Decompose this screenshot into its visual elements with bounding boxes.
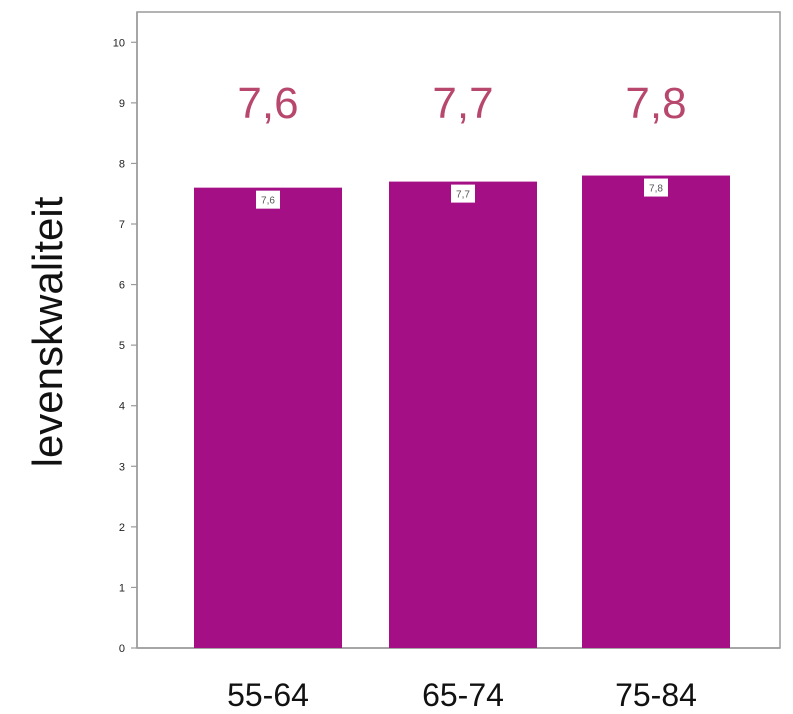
bar-inner-value-box: [256, 190, 280, 209]
y-axis-label: levenskwaliteit: [24, 196, 71, 467]
bar-inner-value-label: 7,7: [456, 190, 470, 201]
bar: [194, 187, 342, 648]
x-tick-label: 65-74: [422, 677, 504, 713]
x-tick-label: 75-84: [615, 677, 697, 713]
bars: 7,6 7,6 7,7 7,7 7,8 7,8: [194, 79, 730, 649]
y-tick-label: 2: [119, 522, 125, 534]
y-tick-label: 5: [119, 340, 125, 352]
bar-inner-value-box: [451, 184, 475, 203]
y-tick-label: 4: [119, 401, 125, 413]
bar-value-label: 7,6: [237, 79, 298, 128]
y-axis-ticks: 0 1 2 3 4 5 6 7 8 9 10: [113, 37, 137, 655]
y-tick-label: 8: [119, 158, 125, 170]
bar-inner-value-label: 7,6: [261, 196, 275, 207]
y-tick-label: 0: [119, 643, 125, 655]
y-tick-label: 6: [119, 280, 125, 292]
bar-value-label: 7,8: [625, 79, 686, 128]
x-tick-label: 55-64: [227, 677, 309, 713]
y-tick-label: 3: [119, 461, 125, 473]
y-tick-label: 7: [119, 219, 125, 231]
bar-inner-value-label: 7,8: [649, 184, 663, 195]
bar-inner-value-box: [644, 178, 668, 197]
y-tick-label: 1: [119, 582, 125, 594]
bar: [389, 181, 537, 648]
y-tick-label: 9: [119, 98, 125, 110]
y-tick-label: 10: [113, 37, 125, 49]
x-axis-tick-labels: 55-64 65-74 75-84: [227, 677, 697, 713]
bar: [582, 175, 730, 649]
bar-value-label: 7,7: [432, 79, 493, 128]
